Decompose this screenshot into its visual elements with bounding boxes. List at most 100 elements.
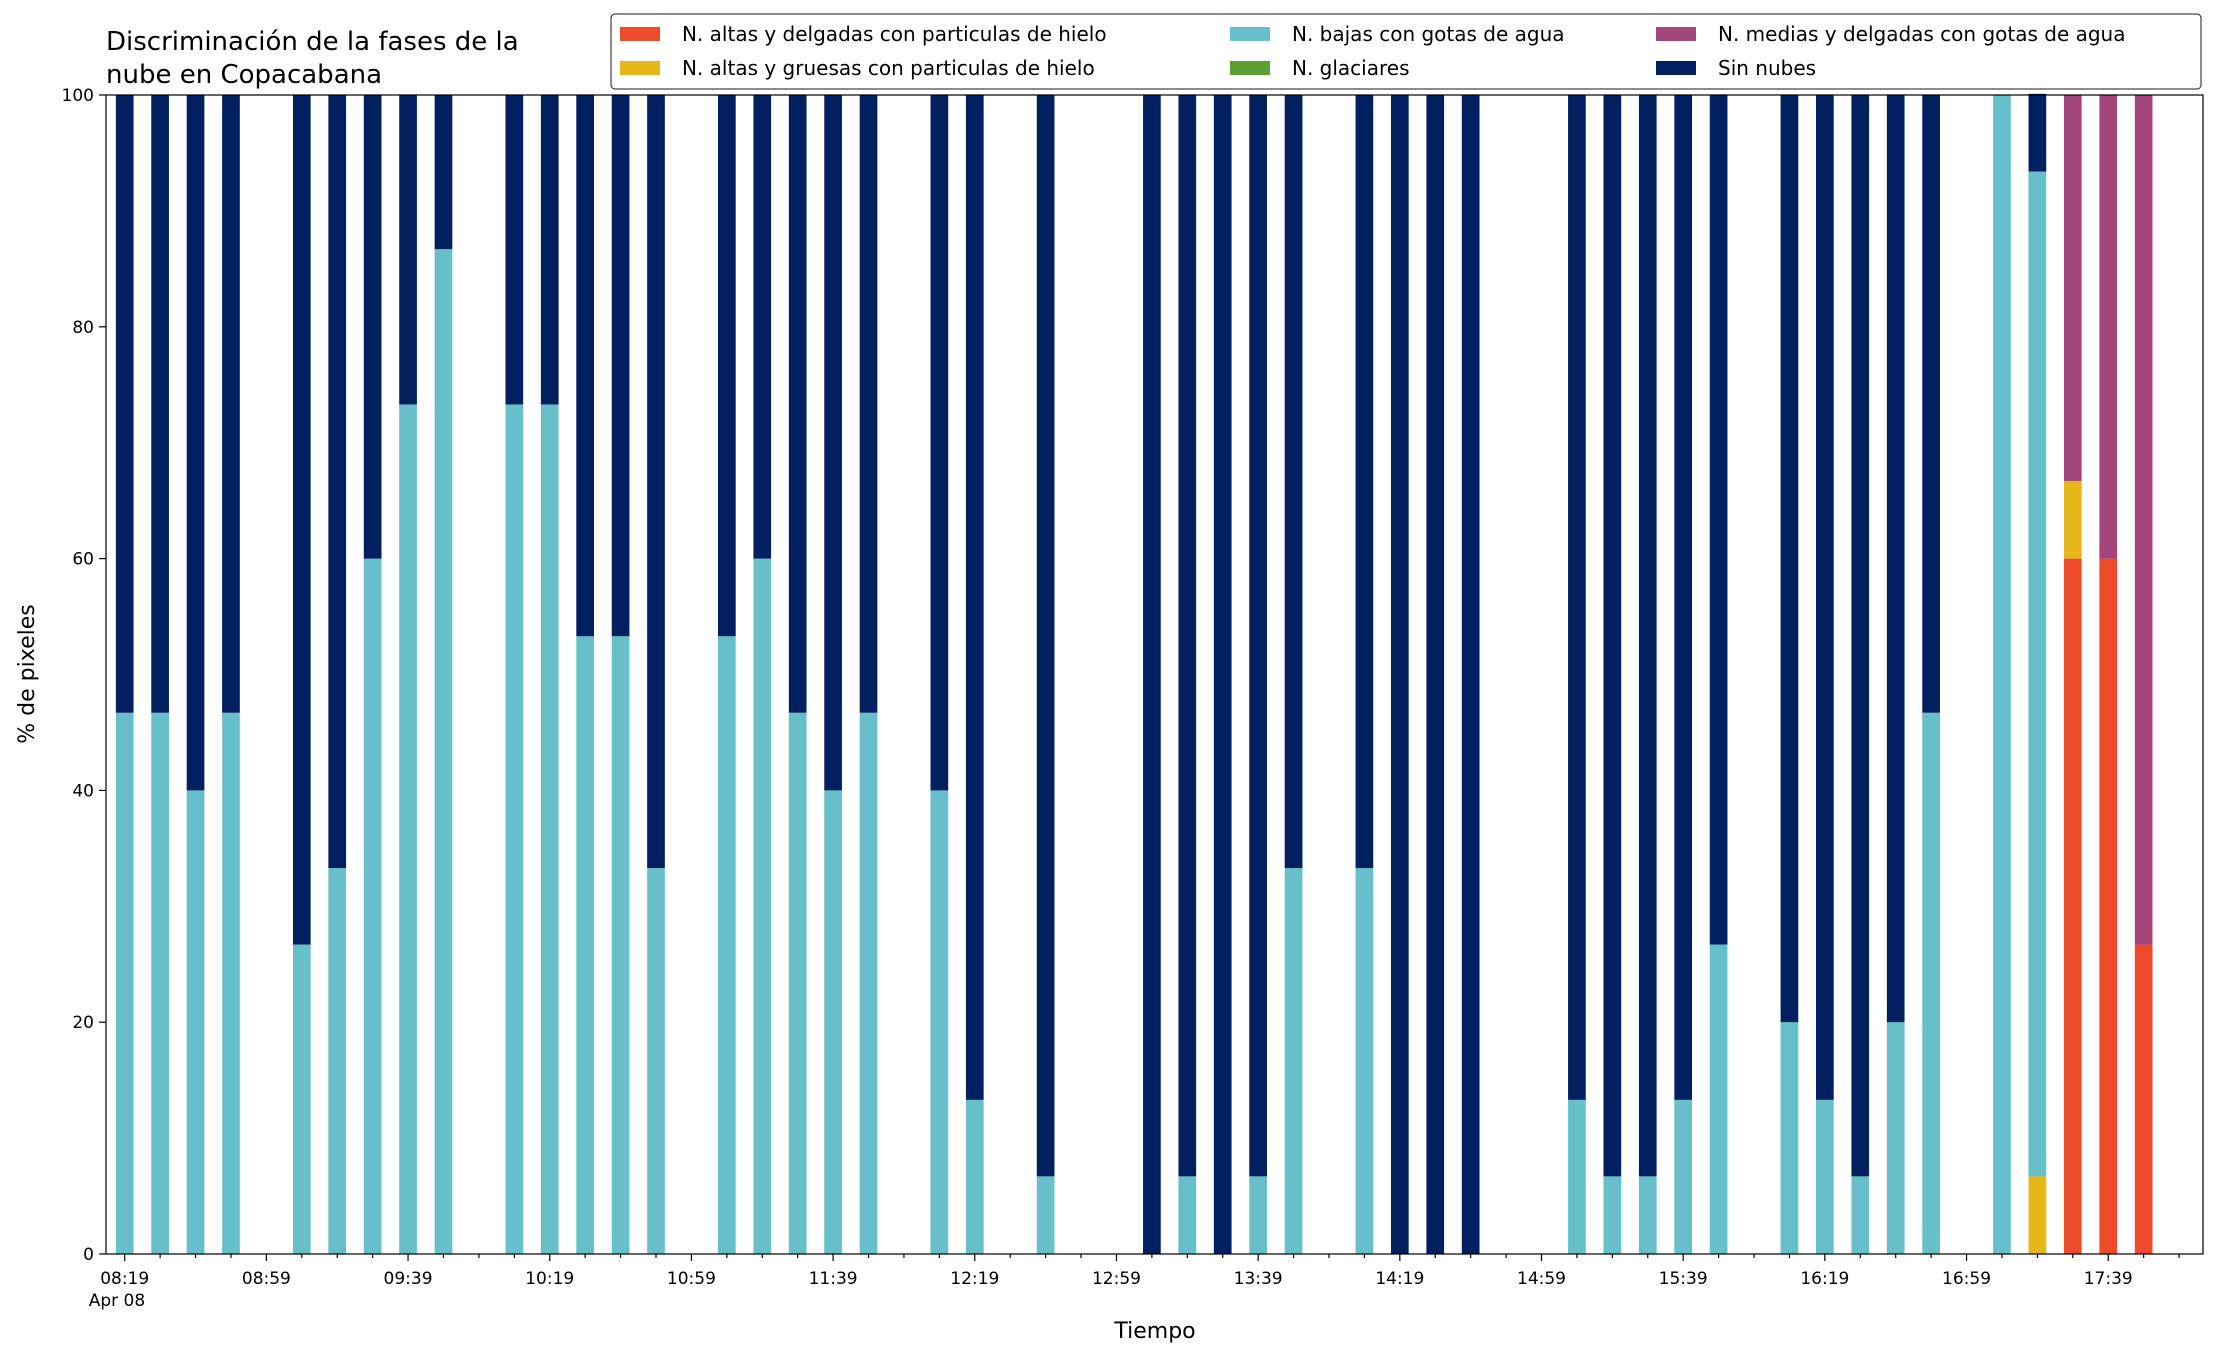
y-tick-label: 60 (72, 550, 94, 570)
bar-segment (859, 712, 878, 1254)
x-tick-label: 16:19 (1800, 1269, 1849, 1289)
bar-segment (611, 95, 630, 637)
bar-segment (1143, 95, 1161, 1254)
bar-segment (647, 868, 665, 1254)
bar-segment (2028, 93, 2047, 172)
bar-segment (1461, 95, 1480, 1254)
bar-segment (2028, 1176, 2047, 1254)
bar-segment (1780, 95, 1799, 1023)
y-tick-label: 40 (72, 781, 94, 801)
x-tick-label: 15:39 (1659, 1269, 1708, 1289)
bar-segment (1851, 1176, 1870, 1254)
bar-segment (1568, 95, 1586, 1100)
bar-segment (753, 95, 772, 559)
bar-segment (1178, 1176, 1197, 1254)
bar-segment (788, 712, 807, 1254)
plot-frame (105, 94, 2204, 1255)
bar-segment (292, 95, 311, 945)
bar-segment (399, 95, 417, 405)
bar-segment (222, 712, 240, 1254)
bar-segment (1638, 1176, 1657, 1254)
bar-segment (1851, 95, 1870, 1177)
bar-segment (1709, 95, 1728, 945)
bar-segment (115, 712, 134, 1254)
legend-swatch (1230, 61, 1270, 75)
bar-segment (576, 95, 595, 637)
bar-segment (363, 558, 382, 1254)
bar-segment (1178, 95, 1197, 1177)
bar-segment (1638, 95, 1657, 1177)
x-tick-label: 12:19 (950, 1269, 999, 1289)
bar-segment (965, 1099, 984, 1254)
bar-segment (434, 249, 453, 1255)
bar-segment (2063, 558, 2082, 1254)
bar-segment (2099, 95, 2118, 559)
bar-segment (1922, 712, 1940, 1254)
bar-segment (115, 95, 134, 713)
legend-label: N. bajas con gotas de agua (1292, 22, 1565, 46)
bar-segment (930, 790, 949, 1254)
legend-label: N. glaciares (1292, 56, 1410, 80)
bar-segment (1886, 1022, 1905, 1254)
x-tick-label: 12:59 (1092, 1269, 1141, 1289)
x-tick-label: 16:59 (1942, 1269, 1991, 1289)
x-tick-label: 17:39 (2084, 1269, 2133, 1289)
bar-segment (788, 95, 807, 713)
chart-title: nube en Copacabana (106, 60, 382, 90)
x-tick-label: 11:39 (809, 1269, 858, 1289)
x-tick-label: 10:59 (667, 1269, 716, 1289)
legend-swatch (620, 27, 660, 41)
bar-segment (1993, 95, 2011, 1254)
bar-segment (1284, 868, 1303, 1254)
bar-segment (505, 95, 524, 405)
bar-segment (363, 95, 382, 559)
legend-label: N. altas y delgadas con particulas de hi… (682, 22, 1107, 46)
y-axis-label: % de pixeles (15, 604, 40, 743)
bar-segment (151, 712, 169, 1254)
bar-segment (1284, 95, 1303, 869)
bar-segment (1568, 1099, 1586, 1254)
bar-segment (222, 95, 240, 713)
bar-segment (151, 95, 169, 713)
bar-segment (2099, 558, 2118, 1254)
x-tick-label: 13:39 (1234, 1269, 1283, 1289)
bar-segment (505, 404, 524, 1254)
bar-segment (328, 868, 347, 1254)
bar-segment (1922, 95, 1940, 713)
y-tick-label: 80 (72, 318, 94, 338)
legend-box (610, 13, 2202, 90)
bar-segment (2028, 171, 2047, 1177)
x-axis-label: Tiempo (1113, 1319, 1195, 1344)
x-tick-label: 14:59 (1517, 1269, 1566, 1289)
x-tick-label: 09:39 (384, 1269, 433, 1289)
bar-segment (1249, 1176, 1267, 1254)
bar-segment (1390, 95, 1409, 1254)
bar-segment (576, 636, 595, 1254)
x-tick-label: 08:59 (242, 1269, 291, 1289)
bar-segment (1603, 1176, 1622, 1254)
bar-segment (540, 404, 559, 1254)
bar-segment (859, 95, 878, 713)
legend-label: N. altas y gruesas con particulas de hie… (682, 56, 1095, 80)
bar-segment (1816, 95, 1834, 1100)
bar-segment (399, 404, 417, 1254)
bar-segment (1355, 95, 1374, 869)
bar-segment (1036, 95, 1055, 1177)
bar-segment (292, 944, 311, 1254)
bar-segment (1709, 944, 1728, 1254)
bar-segment (717, 95, 736, 637)
bar-segment (1780, 1022, 1799, 1254)
legend-swatch (1656, 27, 1696, 41)
y-tick-label: 100 (62, 86, 94, 106)
y-tick-label: 0 (83, 1245, 94, 1265)
bar-segment (1603, 95, 1622, 1177)
bar-segment (2134, 944, 2153, 1254)
bar-segment (1426, 95, 1445, 1254)
legend-label: Sin nubes (1718, 56, 1816, 80)
bar-segment (1674, 95, 1693, 1100)
legend-swatch (1230, 27, 1270, 41)
bar-segment (1674, 1099, 1693, 1254)
bar-segment (965, 95, 984, 1100)
bar-segment (1036, 1176, 1055, 1254)
